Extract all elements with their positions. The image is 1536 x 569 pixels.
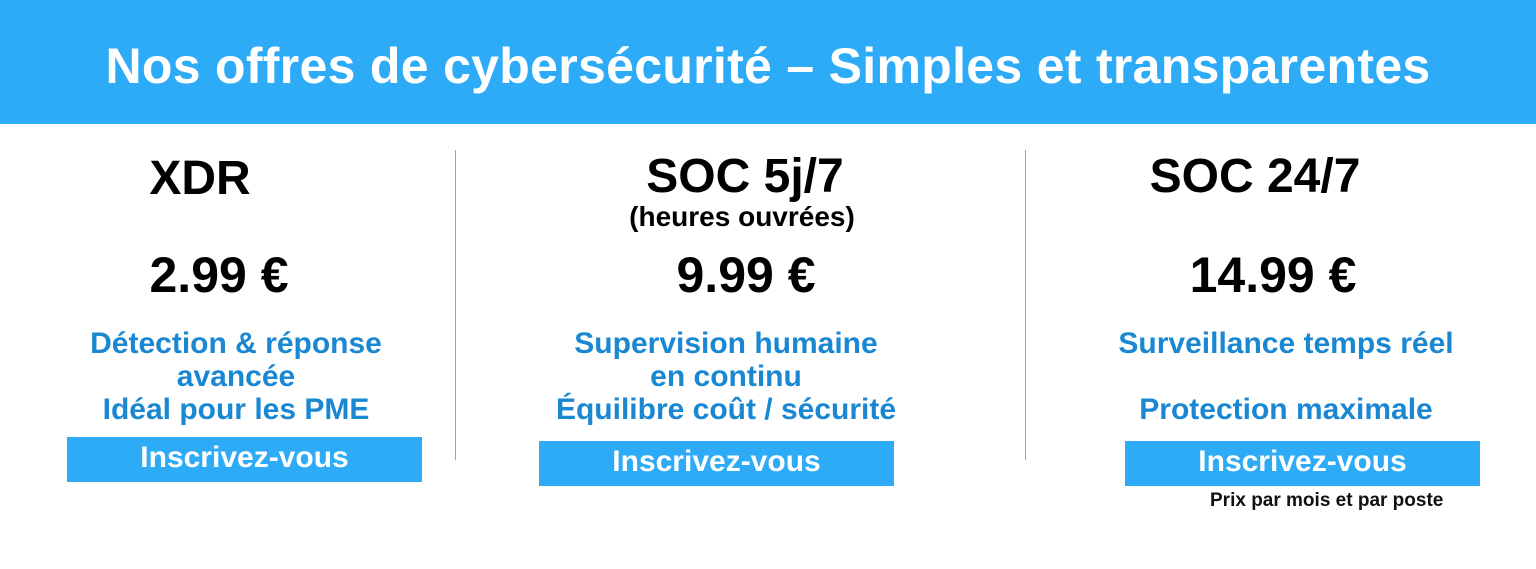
offer-feature: Détection & réponse bbox=[90, 327, 382, 360]
offer-price: 2.99 € bbox=[149, 247, 289, 303]
header-banner: Nos offres de cybersécurité – Simples et… bbox=[0, 0, 1536, 124]
offer-feature: Surveillance temps réel bbox=[1118, 327, 1454, 360]
column-divider bbox=[455, 150, 456, 460]
offer-feature: en continu bbox=[650, 360, 802, 393]
signup-button-soc-247[interactable]: Inscrivez-vous bbox=[1125, 441, 1480, 486]
offer-name: SOC 24/7 bbox=[1149, 150, 1361, 203]
offer-feature: avancée bbox=[176, 360, 296, 393]
offer-name: SOC 5j/7 bbox=[646, 150, 844, 203]
price-footnote: Prix par mois et par poste bbox=[1210, 490, 1444, 511]
offer-price: 14.99 € bbox=[1189, 247, 1357, 303]
offer-price: 9.99 € bbox=[676, 247, 816, 303]
signup-button-soc-5j7[interactable]: Inscrivez-vous bbox=[539, 441, 894, 486]
offer-feature: Équilibre coût / sécurité bbox=[555, 393, 897, 426]
offer-feature: Supervision humaine bbox=[574, 327, 878, 360]
offer-feature: Protection maximale bbox=[1139, 393, 1433, 426]
offer-subtitle: (heures ouvrées) bbox=[629, 201, 855, 232]
signup-button-xdr[interactable]: Inscrivez-vous bbox=[67, 437, 422, 482]
offer-name: XDR bbox=[149, 152, 251, 205]
offer-feature: Idéal pour les PME bbox=[102, 393, 370, 426]
column-divider bbox=[1025, 150, 1026, 460]
page-title: Nos offres de cybersécurité – Simples et… bbox=[105, 38, 1431, 94]
